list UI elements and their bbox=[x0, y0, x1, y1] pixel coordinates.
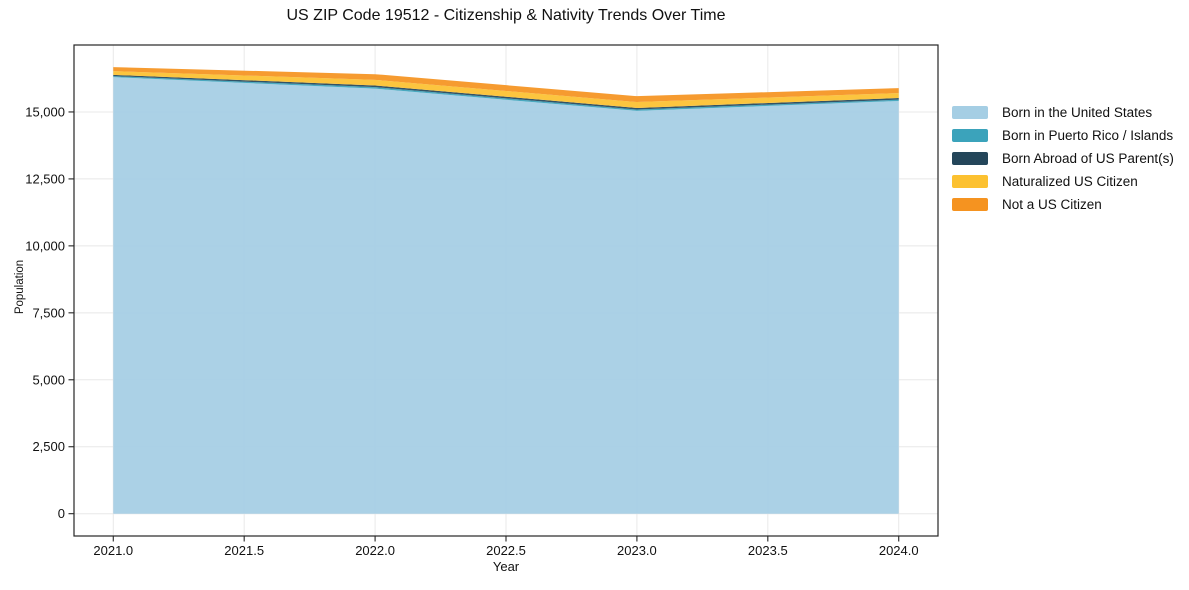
legend-swatch-icon bbox=[952, 175, 988, 188]
x-tick-label: 2022.0 bbox=[355, 543, 395, 558]
legend-label: Not a US Citizen bbox=[1002, 197, 1102, 212]
x-tick-label: 2023.0 bbox=[617, 543, 657, 558]
legend-label: Born Abroad of US Parent(s) bbox=[1002, 151, 1174, 166]
tick-labels: 0 2,500 5,000 7,500 10,000 12,500 15,000 2021.0… bbox=[25, 104, 918, 558]
y-tick-label: 10,000 bbox=[25, 238, 65, 253]
x-tick-label: 2022.5 bbox=[486, 543, 526, 558]
legend-item: Born in the United States bbox=[952, 105, 1174, 120]
area-series-1 bbox=[113, 76, 899, 111]
y-tick-label: 15,000 bbox=[25, 104, 65, 119]
legend: Born in the United States Born in Puerto … bbox=[952, 105, 1174, 221]
legend-label: Born in the United States bbox=[1002, 105, 1153, 120]
legend-label: Naturalized US Citizen bbox=[1002, 174, 1138, 189]
legend-swatch-icon bbox=[952, 152, 988, 165]
x-tick-label: 2021.0 bbox=[93, 543, 133, 558]
legend-swatch-icon bbox=[952, 106, 988, 119]
y-tick-label: 7,500 bbox=[32, 305, 65, 320]
area-series-4 bbox=[113, 67, 899, 103]
x-tick-label: 2024.0 bbox=[879, 543, 919, 558]
area-series-3 bbox=[113, 71, 899, 108]
legend-item: Born in Puerto Rico / Islands bbox=[952, 128, 1174, 143]
y-tick-label: 0 bbox=[58, 506, 65, 521]
x-tick-label: 2023.5 bbox=[748, 543, 788, 558]
legend-label: Born in Puerto Rico / Islands bbox=[1002, 128, 1174, 143]
legend-item: Not a US Citizen bbox=[952, 197, 1174, 212]
legend-swatch-icon bbox=[952, 198, 988, 211]
legend-item: Naturalized US Citizen bbox=[952, 174, 1174, 189]
area-series-0 bbox=[113, 77, 899, 514]
y-tick-label: 5,000 bbox=[32, 372, 65, 387]
legend-swatch-icon bbox=[952, 129, 988, 142]
y-tick-label: 2,500 bbox=[32, 439, 65, 454]
area-series-2 bbox=[113, 74, 899, 110]
x-tick-label: 2021.5 bbox=[224, 543, 264, 558]
tick-marks bbox=[68, 111, 900, 542]
legend-item: Born Abroad of US Parent(s) bbox=[952, 151, 1174, 166]
y-tick-label: 12,500 bbox=[25, 171, 65, 186]
x-axis-label: Year bbox=[492, 559, 520, 574]
chart-title: US ZIP Code 19512 - Citizenship & Nativi… bbox=[286, 7, 726, 24]
